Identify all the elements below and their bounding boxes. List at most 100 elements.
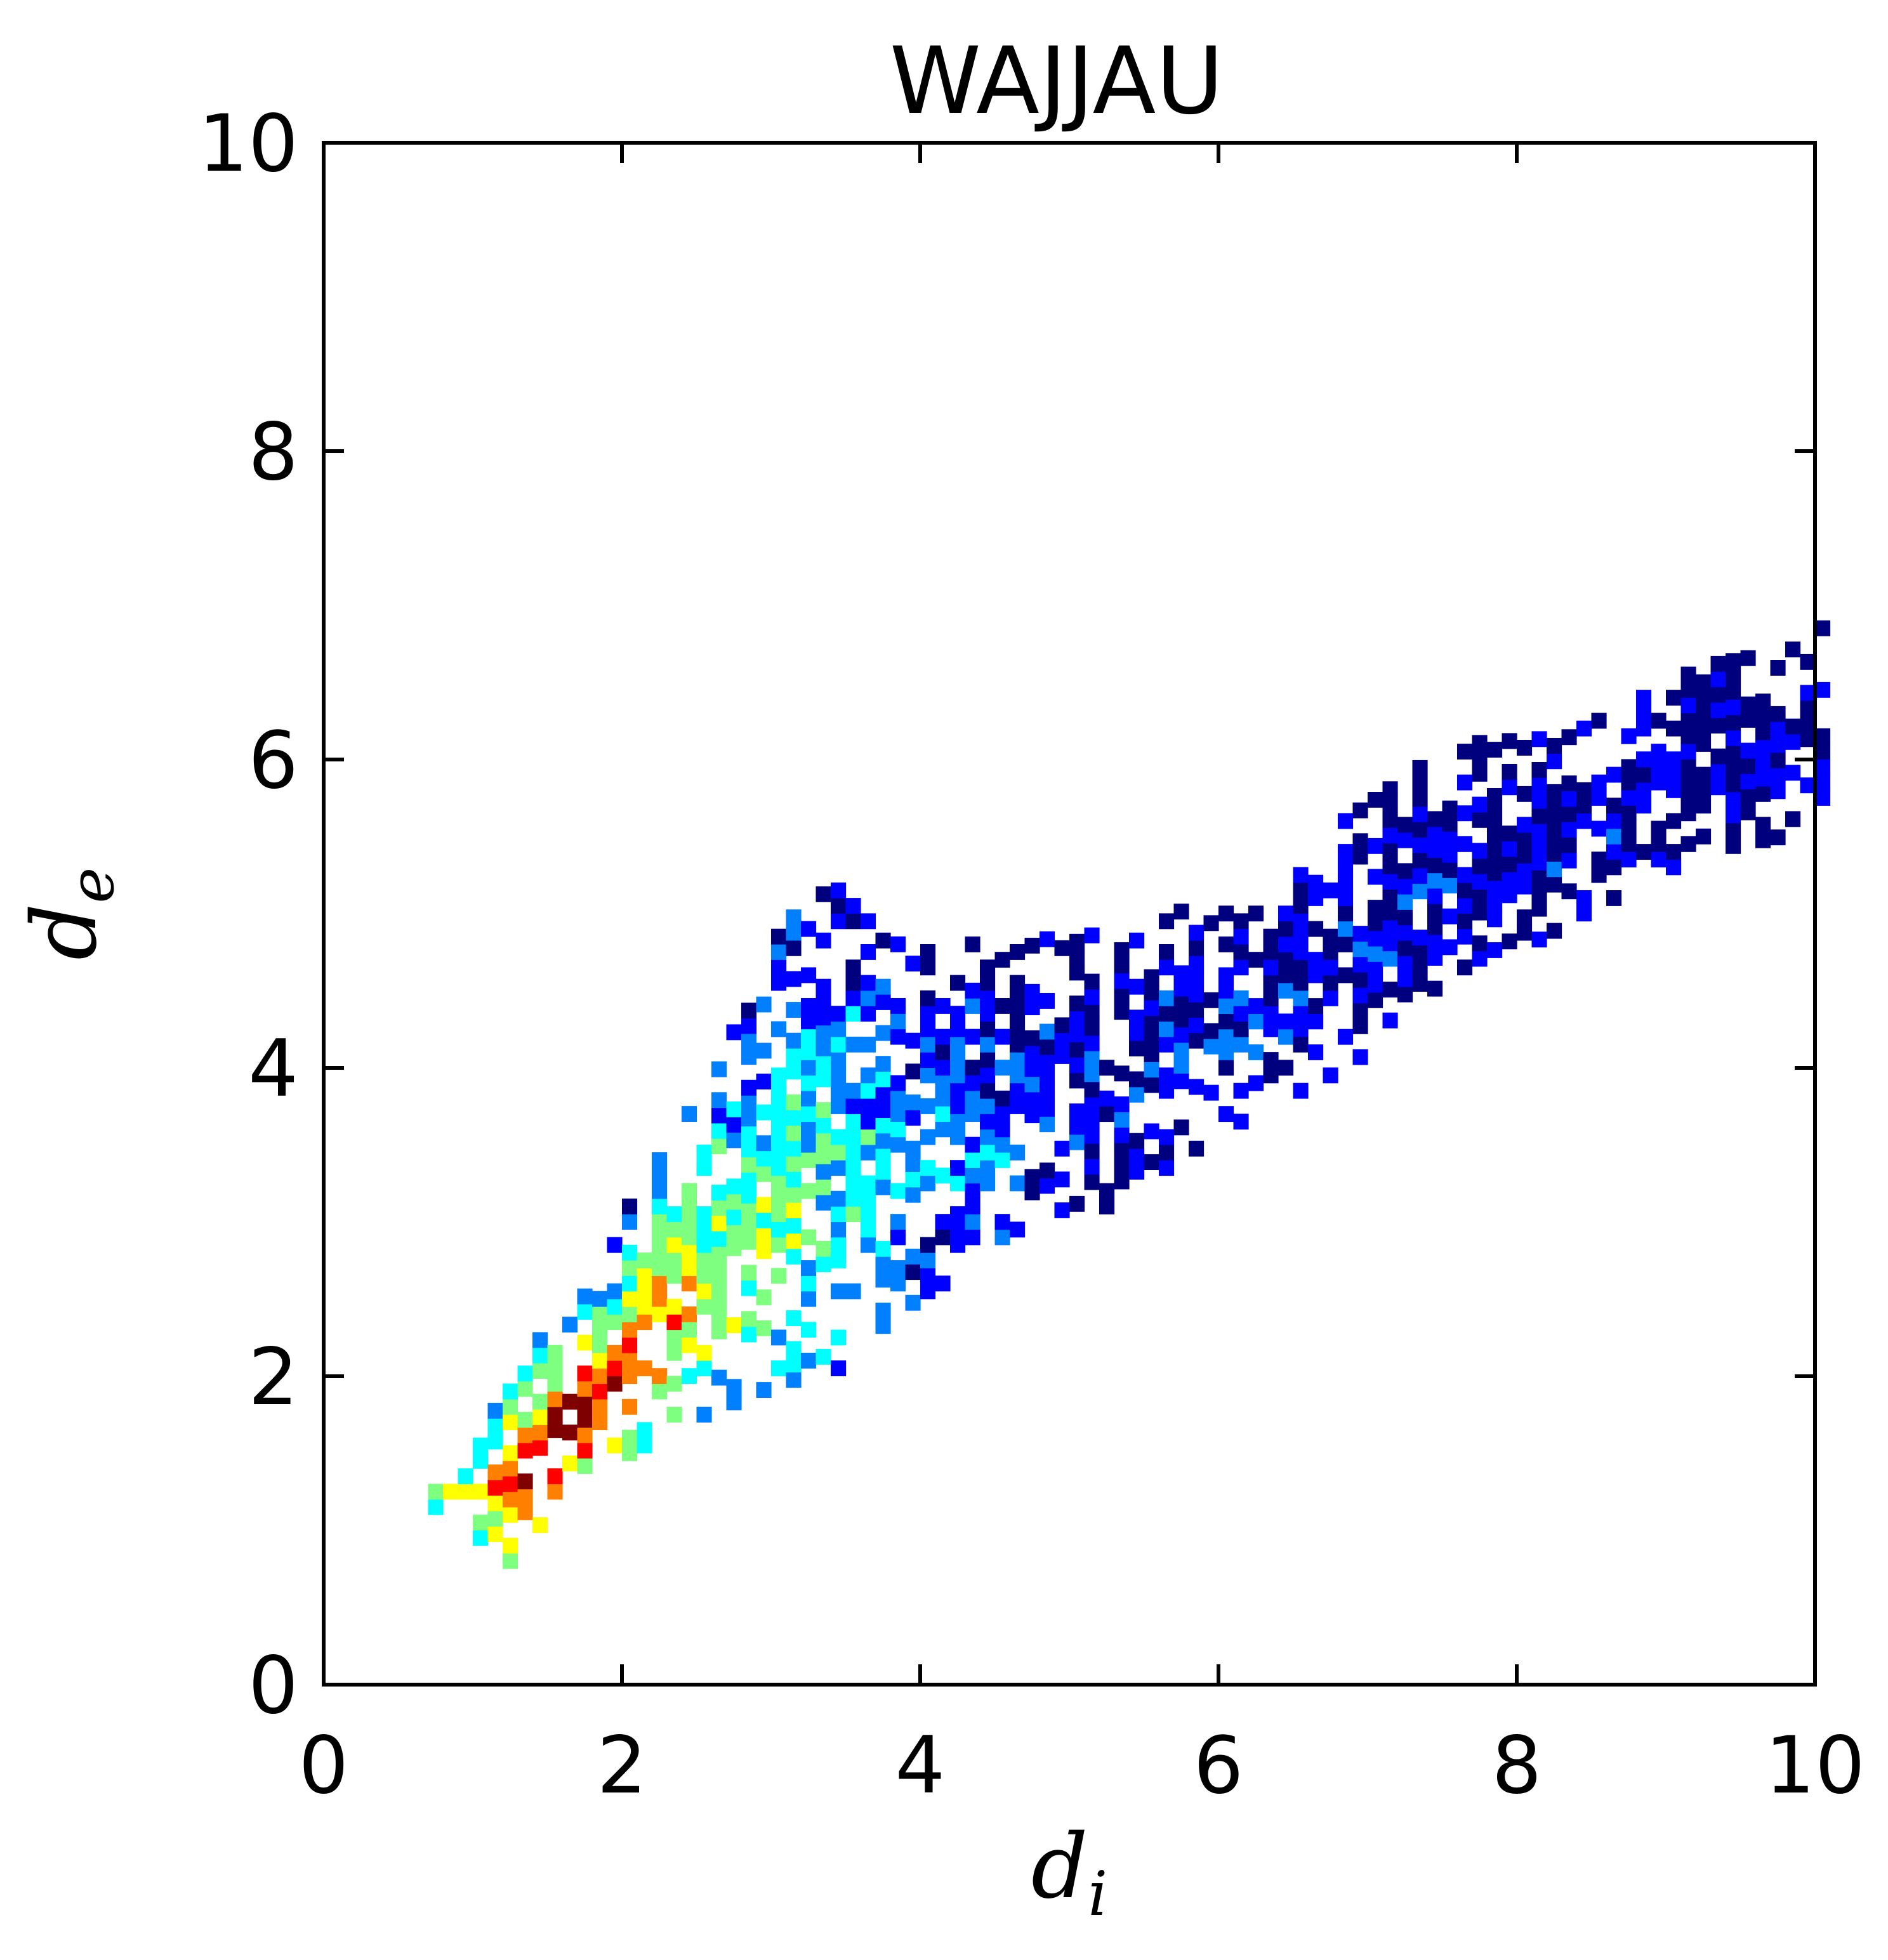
heatmap-cell	[622, 1322, 638, 1338]
heatmap-cell	[1129, 1164, 1145, 1180]
heatmap-cell	[517, 1365, 533, 1382]
x-axis-label: di	[1031, 1815, 1107, 1930]
heatmap-cell	[980, 959, 996, 976]
heatmap-cell	[711, 1215, 727, 1232]
heatmap-cell	[980, 975, 996, 991]
heatmap-cell	[845, 1082, 861, 1099]
heatmap-cell	[487, 1418, 503, 1435]
heatmap-cell	[503, 1414, 518, 1430]
heatmap-cell	[1010, 1006, 1026, 1022]
heatmap-cell	[801, 1152, 817, 1168]
heatmap-cell	[756, 1104, 772, 1121]
heatmap-cell	[1621, 790, 1637, 806]
heatmap-cell	[1233, 990, 1249, 1006]
heatmap-cell	[1084, 927, 1100, 944]
heatmap-cell	[1517, 817, 1533, 833]
heatmap-cell	[532, 1424, 548, 1441]
heatmap-cell	[1084, 1128, 1100, 1144]
heatmap-cell	[1338, 844, 1354, 860]
heatmap-cell	[592, 1383, 608, 1400]
heatmap-cell	[1040, 1085, 1055, 1102]
heatmap-cell	[532, 1409, 548, 1425]
heatmap-cell	[935, 1229, 951, 1246]
x-axis-label-main: d	[1031, 1815, 1088, 1919]
heatmap-cell	[1010, 1221, 1026, 1238]
heatmap-cell	[950, 1237, 966, 1253]
heatmap-cell	[517, 1381, 533, 1397]
heatmap-cell	[1427, 811, 1443, 827]
heatmap-cell	[875, 1056, 891, 1072]
heatmap-cell	[1129, 1148, 1145, 1164]
heatmap-cell	[994, 952, 1010, 968]
heatmap-cell	[682, 1229, 697, 1246]
heatmap-cell	[1487, 742, 1503, 758]
heatmap-cell	[1010, 1052, 1026, 1068]
heatmap-cell	[771, 944, 787, 960]
heatmap-cell	[1502, 887, 1517, 904]
heatmap-cell	[965, 1167, 980, 1184]
heatmap-cell	[845, 1129, 861, 1145]
heatmap-cell	[801, 1136, 817, 1153]
heatmap-cell	[1069, 1119, 1085, 1135]
heatmap-cell	[1323, 975, 1338, 991]
heatmap-cell	[1189, 924, 1205, 941]
heatmap-cell	[1472, 812, 1488, 828]
heatmap-cell	[1248, 1013, 1264, 1030]
heatmap-cell	[1517, 832, 1533, 848]
heatmap-cell	[711, 1092, 727, 1108]
heatmap-cell	[875, 1164, 891, 1180]
heatmap-cell	[1054, 1017, 1070, 1034]
heatmap-cell	[652, 1183, 668, 1199]
heatmap-cell	[1129, 1086, 1145, 1103]
heatmap-cell	[831, 1021, 847, 1037]
heatmap-cell	[1755, 817, 1771, 833]
heatmap-cell	[487, 1433, 503, 1450]
heatmap-cell	[682, 1322, 697, 1338]
heatmap-cell	[1427, 842, 1443, 858]
heatmap-cell	[1114, 942, 1130, 958]
heatmap-cell	[831, 1052, 847, 1068]
heatmap-cell	[1427, 888, 1443, 904]
heatmap-cell	[1680, 697, 1696, 714]
heatmap-cell	[562, 1455, 578, 1471]
heatmap-cell	[935, 1044, 951, 1060]
heatmap-cell	[1785, 733, 1801, 750]
heatmap-cell	[1412, 822, 1428, 838]
heatmap-cell	[532, 1332, 548, 1348]
heatmap-cell	[890, 1136, 906, 1153]
heatmap-cell	[726, 1209, 742, 1225]
heatmap-cell	[890, 1106, 906, 1122]
heatmap-cell	[487, 1495, 503, 1511]
heatmap-cell	[1561, 791, 1577, 807]
heatmap-cell	[815, 1117, 831, 1134]
heatmap-cell	[1024, 1046, 1040, 1062]
heatmap-cell	[994, 1152, 1010, 1168]
heatmap-cell	[875, 1025, 891, 1041]
heatmap-cell	[920, 1160, 936, 1176]
heatmap-cell	[1069, 949, 1085, 965]
heatmap-cell	[1696, 736, 1712, 752]
heatmap-cell	[1710, 748, 1726, 765]
heatmap-cell	[443, 1483, 459, 1500]
heatmap-cell	[1293, 867, 1309, 883]
heatmap-cell	[1815, 620, 1831, 636]
heatmap-cell	[1233, 1021, 1249, 1037]
heatmap-cell	[815, 1102, 831, 1118]
heatmap-cell	[1621, 852, 1637, 868]
heatmap-cell	[1680, 774, 1696, 791]
heatmap-cell	[741, 1141, 757, 1157]
heatmap-cell	[845, 1114, 861, 1130]
x-axis-ticks: 0 2 4 6 8 10	[299, 143, 1865, 1812]
heatmap-cell	[786, 1110, 802, 1126]
heatmap-cell	[861, 1221, 876, 1238]
heatmap-cell	[458, 1468, 473, 1485]
heatmap-cell	[592, 1322, 608, 1338]
heatmap-cell	[1502, 825, 1517, 842]
heatmap-cell	[652, 1167, 668, 1184]
heatmap-cell	[1218, 967, 1234, 983]
heatmap-cell	[1159, 1006, 1175, 1022]
heatmap-cell	[890, 1121, 906, 1138]
heatmap-cell	[1040, 1116, 1055, 1133]
heatmap-cell	[1159, 959, 1175, 976]
heatmap-cell	[1352, 941, 1368, 957]
